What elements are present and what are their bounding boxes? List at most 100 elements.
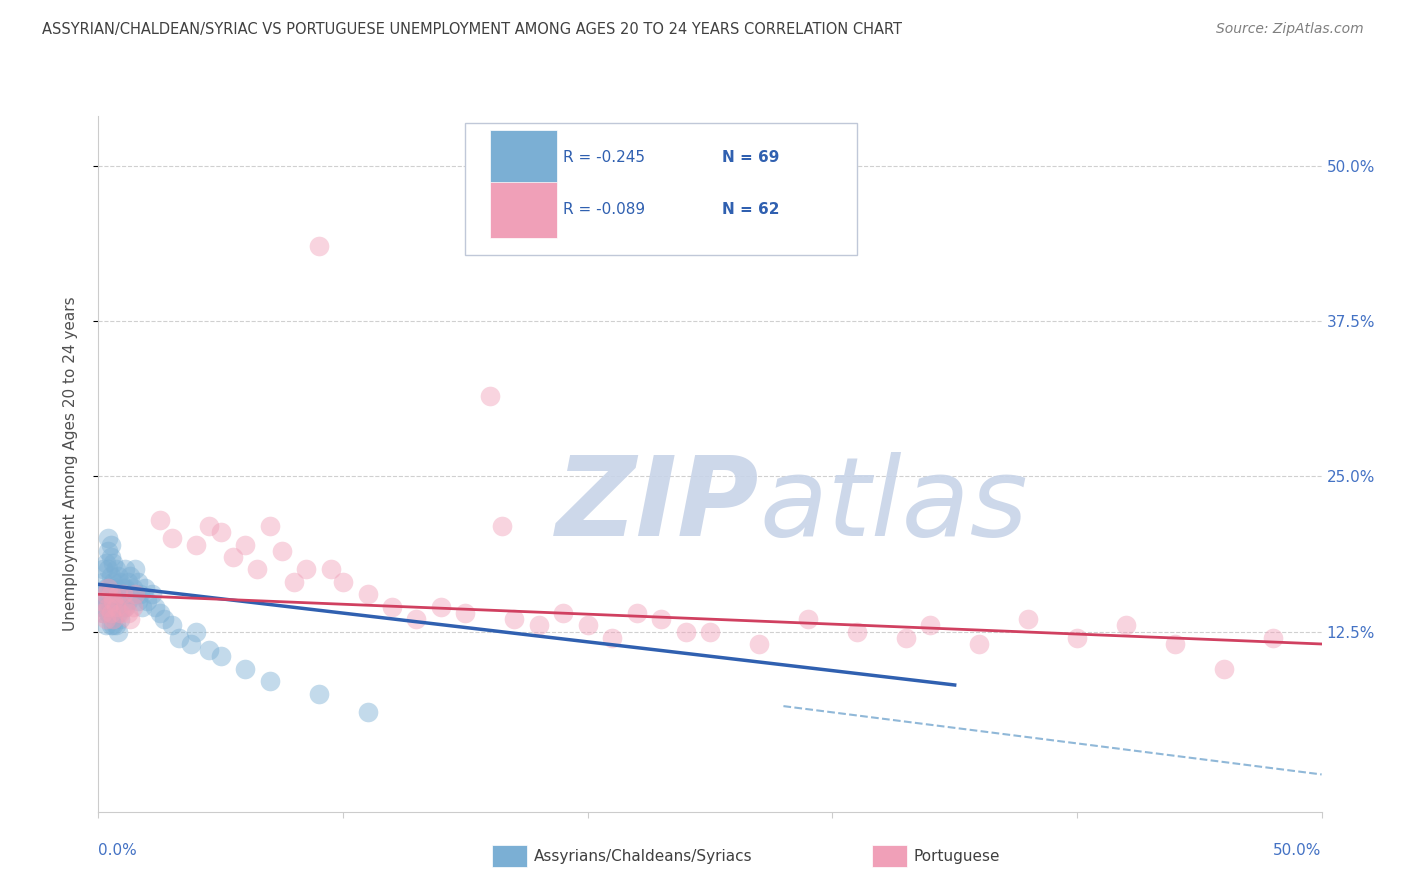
Point — [100, 606, 122, 620]
Point — [97, 593, 120, 607]
Point — [117, 606, 139, 620]
Point — [111, 581, 134, 595]
Point — [491, 519, 513, 533]
Point — [104, 599, 127, 614]
FancyBboxPatch shape — [465, 123, 856, 255]
Point — [104, 599, 127, 614]
Point — [748, 637, 770, 651]
Point — [127, 593, 149, 607]
Point — [97, 606, 120, 620]
Point — [101, 587, 124, 601]
Text: ASSYRIAN/CHALDEAN/SYRIAC VS PORTUGUESE UNEMPLOYMENT AMONG AGES 20 TO 24 YEARS CO: ASSYRIAN/CHALDEAN/SYRIAC VS PORTUGUESE U… — [42, 22, 903, 37]
Text: 0.0%: 0.0% — [98, 843, 138, 858]
Point — [894, 631, 917, 645]
Point — [332, 574, 354, 589]
Point — [503, 612, 526, 626]
Point — [356, 706, 378, 720]
Point — [117, 593, 139, 607]
Point — [246, 562, 269, 576]
Point — [111, 599, 134, 614]
Point — [100, 549, 122, 564]
Point — [553, 606, 575, 620]
Point — [94, 556, 117, 570]
Point — [1212, 662, 1234, 676]
Point — [110, 574, 132, 589]
Point — [107, 606, 129, 620]
Text: N = 62: N = 62 — [723, 202, 780, 218]
Point — [94, 581, 117, 595]
Point — [197, 643, 219, 657]
Point — [233, 538, 256, 552]
Point — [259, 674, 281, 689]
Point — [967, 637, 990, 651]
Point — [381, 599, 404, 614]
Point — [107, 587, 129, 601]
Point — [94, 612, 117, 626]
Point — [124, 587, 146, 601]
Point — [114, 599, 136, 614]
Text: atlas: atlas — [759, 452, 1028, 559]
Point — [233, 662, 256, 676]
Point — [153, 612, 176, 626]
Point — [143, 599, 166, 614]
Point — [120, 612, 142, 626]
Point — [97, 581, 120, 595]
Point — [101, 556, 124, 570]
Point — [91, 606, 114, 620]
Point — [1066, 631, 1088, 645]
Point — [308, 239, 330, 253]
Point — [149, 606, 172, 620]
Point — [97, 562, 120, 576]
Point — [124, 562, 146, 576]
Point — [134, 581, 156, 595]
Point — [454, 606, 477, 620]
Point — [107, 624, 129, 639]
Point — [209, 525, 232, 540]
Point — [675, 624, 697, 639]
Point — [845, 624, 868, 639]
Point — [699, 624, 721, 639]
Point — [167, 631, 190, 645]
Point — [97, 599, 120, 614]
Point — [124, 587, 146, 601]
Point — [283, 574, 305, 589]
Point — [104, 618, 127, 632]
Point — [101, 574, 124, 589]
Point — [114, 599, 136, 614]
Point — [110, 606, 132, 620]
Point — [136, 593, 159, 607]
Point — [129, 587, 152, 601]
Point — [114, 562, 136, 576]
Point — [100, 618, 122, 632]
Point — [527, 618, 550, 632]
Point — [94, 618, 117, 632]
Point — [101, 593, 124, 607]
Point — [626, 606, 648, 620]
Point — [100, 538, 122, 552]
Point — [149, 513, 172, 527]
Point — [160, 532, 183, 546]
Point — [121, 581, 143, 595]
Point — [797, 612, 820, 626]
Point — [180, 637, 202, 651]
Point — [141, 587, 163, 601]
Point — [1164, 637, 1187, 651]
Point — [111, 587, 134, 601]
Text: R = -0.089: R = -0.089 — [564, 202, 645, 218]
Point — [222, 549, 245, 564]
Text: Portuguese: Portuguese — [914, 849, 1001, 863]
Point — [131, 599, 153, 614]
Point — [120, 568, 142, 582]
Point — [101, 618, 124, 632]
Point — [1017, 612, 1039, 626]
Point — [197, 519, 219, 533]
Point — [405, 612, 427, 626]
Point — [90, 587, 112, 601]
Point — [117, 574, 139, 589]
Text: N = 69: N = 69 — [723, 150, 780, 165]
Text: 50.0%: 50.0% — [1274, 843, 1322, 858]
Point — [107, 568, 129, 582]
Point — [97, 581, 120, 595]
Point — [600, 631, 623, 645]
Point — [127, 574, 149, 589]
